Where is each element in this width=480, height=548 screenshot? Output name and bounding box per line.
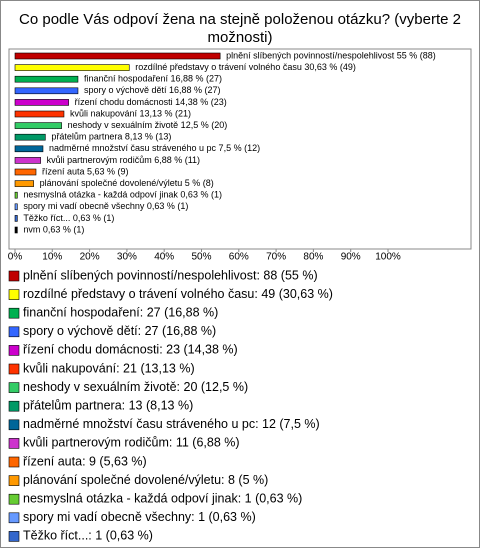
- legend-swatch: [8, 531, 20, 542]
- bar: [14, 203, 18, 211]
- legend-label: plnění slíbených povinností/nespolehlivo…: [23, 268, 318, 282]
- bar-label: plnění slíbených povinností/nespolehlivo…: [226, 50, 436, 60]
- bar-label: kvůli partnerovým rodičům 6,88 % (11): [47, 155, 200, 165]
- legend-label: finanční hospodaření: 27 (16,88 %): [23, 305, 218, 319]
- legend-label: přátelům partnera: 13 (8,13 %): [23, 398, 193, 412]
- x-tick-label: 40%: [154, 252, 174, 263]
- bar-label: řízení chodu domácnosti 14,38 % (23): [75, 97, 227, 107]
- x-tick-label: 90%: [341, 252, 361, 263]
- legend-label: neshody v sexuálním životě: 20 (12,5 %): [23, 380, 248, 394]
- bar-label: rozdílné představy o trávení volného čas…: [135, 62, 356, 72]
- bar-label: přátelům partnera 8,13 % (13): [51, 132, 171, 142]
- x-tick-label: 10%: [42, 252, 62, 263]
- bar: [14, 215, 18, 222]
- legend-swatch: [8, 345, 20, 356]
- bar: [14, 145, 44, 153]
- legend-label: spory o výchově dětí: 27 (16,88 %): [23, 324, 216, 338]
- bar-label: plánování společné dovolené/výletu 5 % (…: [40, 178, 214, 188]
- bar-label: neshody v sexuálním životě 12,5 % (20): [68, 120, 228, 130]
- bar-label: spory o výchově dětí 16,88 % (27): [84, 85, 221, 95]
- bar-label: Těžko říct... 0,63 % (1): [23, 213, 114, 223]
- legend-swatch: [8, 512, 20, 524]
- x-tick-label: 70%: [266, 252, 286, 263]
- chart-title: Co podle Vás odpoví žena na stejně polož…: [19, 11, 461, 46]
- legend-label: řízení auta: 9 (5,63 %): [23, 454, 147, 468]
- legend-swatch: [8, 289, 20, 300]
- bar: [14, 99, 69, 106]
- x-tick-label: 20%: [80, 252, 100, 263]
- bar: [14, 52, 221, 60]
- legend-label: spory mi vadí obecně všechny: 1 (0,63 %): [23, 510, 256, 524]
- legend-swatch: [8, 326, 20, 338]
- bar-label: řízení auta 5,63 % (9): [42, 166, 129, 176]
- legend-swatch: [8, 438, 20, 449]
- x-tick-label: 0%: [8, 252, 23, 263]
- legend-label: nesmyslná otázka - každá odpoví jinak: 1…: [23, 491, 302, 505]
- bar-label: nvm 0,63 % (1): [23, 224, 84, 234]
- legend-swatch: [8, 270, 20, 282]
- bar: [14, 64, 130, 71]
- bar-label: nesmyslná otázka - každá odpoví jinak 0,…: [23, 190, 222, 200]
- legend-swatch: [8, 419, 20, 431]
- bar: [14, 180, 34, 187]
- bar: [14, 122, 62, 129]
- legend-label: nadměrné množství času stráveného u pc: …: [23, 417, 320, 431]
- bar-label: nadměrné množství času stráveného u pc 7…: [49, 143, 260, 153]
- x-tick-label: 30%: [117, 252, 137, 263]
- bar: [14, 157, 41, 164]
- bar: [14, 133, 46, 141]
- plot-frame: [8, 48, 472, 250]
- x-tick-label: 80%: [303, 252, 323, 263]
- x-tick-label: 50%: [191, 252, 211, 263]
- legend-label: Těžko říct...: 1 (0,63 %): [23, 529, 153, 543]
- bar: [14, 226, 18, 234]
- x-tick-label: 100%: [375, 252, 401, 263]
- legend-label: plánování společné dovolené/výletu: 8 (5…: [23, 473, 268, 487]
- legend-label: kvůli partnerovým rodičům: 11 (6,88 %): [23, 436, 240, 450]
- legend-label: rozdílné představy o trávení volného čas…: [23, 287, 333, 301]
- bar-label: kvůli nakupování 13,13 % (21): [70, 108, 191, 118]
- x-tick-label: 60%: [229, 252, 249, 263]
- bar: [14, 110, 65, 118]
- legend-swatch: [8, 307, 20, 319]
- bar: [14, 75, 79, 83]
- bar: [14, 168, 37, 176]
- legend-swatch: [8, 363, 20, 375]
- bar-label: spory mi vadí obecně všechny 0,63 % (1): [23, 201, 188, 211]
- legend-swatch: [8, 475, 20, 486]
- legend-label: kvůli nakupování: 21 (13,13 %): [23, 361, 195, 375]
- bar: [14, 191, 18, 199]
- bar-label: finanční hospodaření 16,88 % (27): [84, 74, 222, 84]
- legend-swatch: [8, 456, 20, 468]
- legend-label: řízení chodu domácnosti: 23 (14,38 %): [23, 343, 238, 357]
- bar: [14, 87, 79, 95]
- legend-swatch: [8, 400, 20, 412]
- legend-swatch: [8, 382, 20, 393]
- legend-swatch: [8, 493, 20, 505]
